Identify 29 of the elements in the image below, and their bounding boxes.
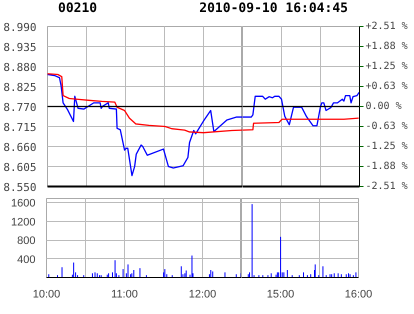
text: -2.51 % [366,181,408,192]
text: +2.51 % [366,21,408,32]
y-tick-label: 1200 [11,216,36,228]
text: +1.25 % [366,61,408,72]
y-tick-label: 8.770 [3,101,37,114]
y-tick-label: 8.935 [3,41,37,54]
y-tick-label: 8.825 [3,81,37,94]
x-tick-label: 12:00 [188,288,216,300]
text: -1.25 % [366,140,408,152]
y-tick-label: 1600 [11,198,36,210]
y-tick-label: 400 [17,254,36,266]
text: +1.88 % [366,41,408,52]
text: -1.88 % [366,160,408,172]
y-tick-label: 8.715 [3,121,37,134]
y-tick-label: 8.990 [3,21,37,34]
text: 2010-09-10 16:04:45 [199,0,348,18]
x-tick-label: 16:00 [344,288,372,300]
y-tick-label: 8.880 [3,61,37,74]
text: +0.63 % [366,80,408,92]
y-tick-label: 8.660 [3,141,37,154]
text: 0.00 % [366,101,402,112]
y-tick-label: 8.550 [3,181,37,194]
x-tick-label: 11:00 [111,288,138,300]
x-tick-label: 15:00 [266,288,294,300]
y-tick-label: 8.605 [3,161,37,174]
text: -0.63 % [366,121,408,132]
x-tick-label: 10:00 [32,288,60,300]
chart-title: 00210 [58,0,98,18]
y-tick-label: 800 [17,235,36,248]
